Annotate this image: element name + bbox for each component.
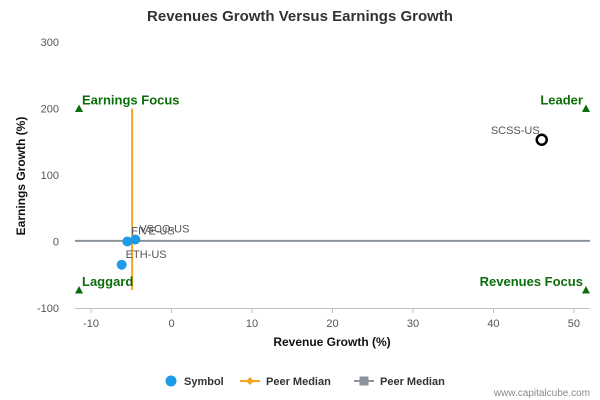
legend-peer-median-diamond-icon bbox=[246, 377, 254, 385]
quadrant-label-bottom-left: Laggard bbox=[82, 274, 133, 289]
quadrant-marker-icon bbox=[581, 286, 590, 294]
x-tick-label: 30 bbox=[407, 318, 419, 330]
quadrant-label-top-left: Earnings Focus bbox=[82, 93, 180, 108]
plot-lines bbox=[75, 108, 590, 291]
x-tick-label: 10 bbox=[246, 318, 258, 330]
y-tick-label: -100 bbox=[37, 303, 59, 315]
legend: Symbol Peer Median Peer Median bbox=[165, 375, 445, 388]
x-tick-label: -10 bbox=[83, 318, 99, 330]
data-point bbox=[122, 236, 133, 247]
data-point bbox=[116, 259, 127, 270]
legend-symbol-icon bbox=[165, 375, 177, 387]
quadrant-label-top-right: Leader bbox=[540, 93, 583, 108]
point-label: FIVE-US bbox=[131, 226, 174, 238]
quadrant-marker-icon bbox=[75, 286, 84, 294]
x-tick-label: 20 bbox=[326, 318, 338, 330]
y-tick-label: 0 bbox=[53, 237, 59, 249]
highlight-point-label: SCSS-US bbox=[491, 125, 540, 137]
x-tick-label: 40 bbox=[487, 318, 499, 330]
x-axis-ticks: -10 0 10 20 30 40 50 bbox=[83, 308, 580, 330]
legend-label-peer-median: Peer Median bbox=[266, 376, 331, 388]
x-tick-label: 50 bbox=[568, 318, 580, 330]
credit-text: www.capitalcube.com bbox=[493, 388, 590, 399]
legend-label-symbol: Symbol bbox=[184, 376, 224, 388]
quadrant-marker-icon bbox=[75, 104, 84, 112]
point-label: VSCO-US bbox=[139, 224, 189, 236]
y-tick-label: 300 bbox=[41, 37, 59, 49]
legend-label-peer-median-2: Peer Median bbox=[380, 376, 445, 388]
y-axis-ticks: -100 0 100 200 300 bbox=[37, 37, 59, 315]
point-label: ETH-US bbox=[126, 249, 167, 261]
legend-peer-median-square-icon bbox=[359, 376, 369, 386]
y-axis-title: Earnings Growth (%) bbox=[14, 117, 28, 236]
y-tick-label: 100 bbox=[41, 170, 59, 182]
chart-title: Revenues Growth Versus Earnings Growth bbox=[147, 8, 453, 25]
y-tick-label: 200 bbox=[41, 104, 59, 116]
quadrant-labels: Earnings Focus Leader Laggard Revenues Focu… bbox=[75, 93, 590, 294]
x-axis-title: Revenue Growth (%) bbox=[273, 335, 390, 349]
quadrant-label-bottom-right: Revenues Focus bbox=[480, 274, 583, 289]
quadrant-marker-icon bbox=[581, 104, 590, 112]
x-tick-label: 0 bbox=[169, 318, 175, 330]
highlight-point bbox=[535, 133, 548, 147]
data-point bbox=[130, 234, 141, 245]
